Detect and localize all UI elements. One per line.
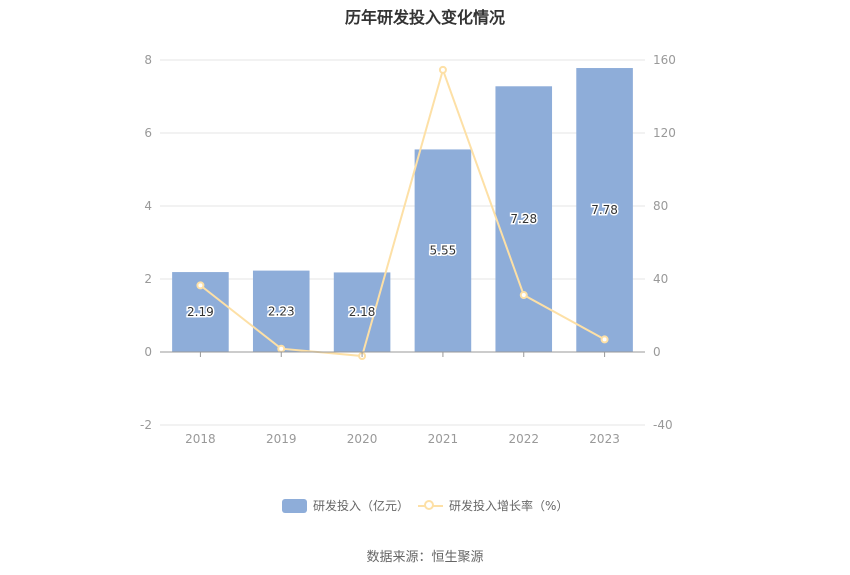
chart-title: 历年研发投入变化情况 bbox=[344, 8, 505, 27]
y-right-tick-label: 160 bbox=[653, 53, 676, 67]
data-source-note: 数据来源：恒生聚源 bbox=[366, 550, 484, 565]
bar-data-label: 7.78 bbox=[591, 203, 618, 217]
bar bbox=[495, 86, 553, 352]
y-left-tick-label: 2 bbox=[144, 272, 152, 286]
x-tick-label: 2022 bbox=[508, 432, 539, 446]
legend-item-bar[interactable]: 研发投入（亿元） bbox=[282, 497, 409, 514]
growth-point bbox=[196, 281, 205, 290]
bar-series bbox=[172, 68, 633, 352]
bar-data-label: 7.28 bbox=[510, 212, 537, 226]
axes: -2 -40 0 0 2 40 4 80 6 120 8 160 2018 2019 2020 2021 202… bbox=[140, 53, 676, 446]
bar bbox=[414, 149, 472, 352]
legend-bar-label: 研发投入（亿元） bbox=[313, 499, 410, 513]
bar-data-labels: 2.19 2.23 2.18 5.55 7.28 7.78 bbox=[186, 202, 620, 321]
x-tick-label: 2023 bbox=[589, 432, 620, 446]
y-right-tick-label: -40 bbox=[653, 418, 673, 432]
line-series bbox=[196, 65, 609, 361]
grid-lines bbox=[160, 59, 645, 426]
growth-point bbox=[600, 335, 609, 344]
legend-line-label: 研发投入增长率（%） bbox=[449, 499, 569, 513]
bar-data-label: 2.23 bbox=[268, 304, 295, 318]
bar-data-label: 2.18 bbox=[349, 305, 376, 319]
y-left-tick-label: -2 bbox=[140, 418, 152, 432]
y-right-tick-label: 40 bbox=[653, 272, 668, 286]
y-right-tick-label: 80 bbox=[653, 199, 668, 213]
legend-bar-swatch bbox=[282, 498, 307, 513]
x-tick-label: 2018 bbox=[185, 432, 216, 446]
legend-item-line[interactable]: 研发投入增长率（%） bbox=[418, 497, 568, 514]
y-left-tick-label: 8 bbox=[144, 53, 152, 67]
growth-point bbox=[438, 65, 447, 74]
y-right-tick-label: 0 bbox=[653, 345, 661, 359]
legend-line-swatch bbox=[418, 499, 443, 513]
bar bbox=[576, 68, 633, 352]
bar-data-label: 5.55 bbox=[430, 244, 457, 258]
y-left-tick-label: 6 bbox=[144, 126, 152, 140]
y-left-tick-label: 0 bbox=[144, 345, 152, 359]
x-tick-label: 2021 bbox=[428, 432, 459, 446]
y-left-tick-label: 4 bbox=[144, 199, 152, 213]
bar-data-label: 2.19 bbox=[187, 305, 214, 319]
growth-line bbox=[199, 66, 606, 358]
growth-point bbox=[519, 291, 528, 300]
x-tick-label: 2020 bbox=[347, 432, 378, 446]
y-right-tick-label: 120 bbox=[653, 126, 676, 140]
x-tick-label: 2019 bbox=[266, 432, 297, 446]
growth-point bbox=[277, 344, 286, 353]
bar bbox=[252, 270, 310, 352]
